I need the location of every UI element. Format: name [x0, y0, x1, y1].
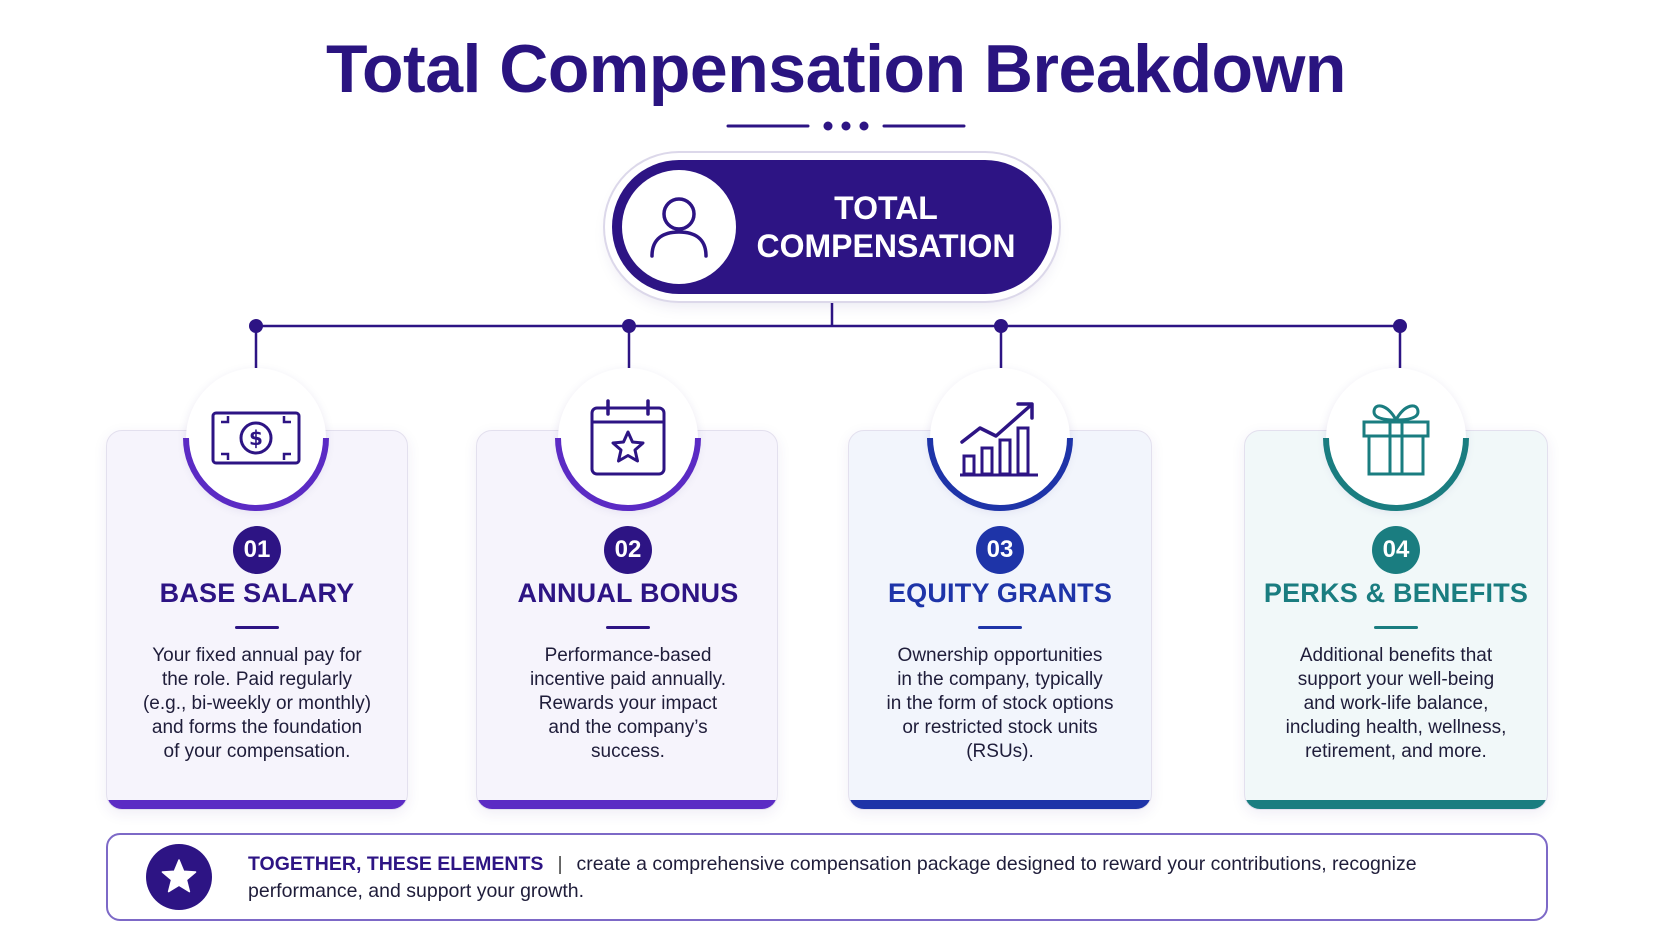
badge-perks-benefits — [1323, 368, 1469, 511]
card-title: PERKS & BENEFITS — [1263, 578, 1529, 608]
number-badge: 03 — [976, 526, 1024, 574]
summary-banner: TOGETHER, THESE ELEMENTS | create a compre… — [106, 833, 1548, 921]
card-accent-bar — [107, 800, 407, 809]
card-description: Performance-based incentive paid annuall… — [529, 645, 727, 762]
title-underline — [1374, 626, 1418, 629]
card-description: Ownership opportunities in the company, … — [886, 645, 1114, 762]
number-badge: 01 — [233, 526, 281, 574]
root-label: TOTAL COMPENSATION — [756, 190, 1016, 264]
title-underline — [978, 626, 1022, 629]
growth-chart-icon — [960, 402, 1038, 477]
badge-ring — [1323, 437, 1469, 511]
badge-base-salary: $ — [183, 368, 329, 511]
summary-lead: TOGETHER, THESE ELEMENTS — [248, 853, 544, 875]
card-description: Additional benefits that support your we… — [1285, 645, 1507, 762]
card-description: Your fixed annual pay for the role. Paid… — [142, 645, 372, 762]
title-underline — [606, 626, 650, 629]
card-title: EQUITY GRANTS — [887, 578, 1113, 608]
star-icon — [161, 859, 197, 893]
root-node-total-compensation: TOTAL COMPENSATION — [612, 160, 1052, 294]
card-title: BASE SALARY — [159, 578, 355, 608]
badge-ring — [927, 437, 1073, 511]
page-title: Total Compensation Breakdown — [326, 31, 1346, 107]
title-underline — [235, 626, 279, 629]
summary-text: TOGETHER, THESE ELEMENTS | create a compre… — [248, 851, 1528, 905]
title-divider — [726, 121, 966, 131]
card-accent-bar — [477, 800, 777, 809]
star-badge — [146, 844, 212, 910]
badge-annual-bonus — [555, 368, 701, 511]
number-badge: 04 — [1372, 526, 1420, 574]
calendar-star-icon — [590, 399, 666, 476]
number-badge: 02 — [604, 526, 652, 574]
badge-ring — [183, 437, 329, 511]
badge-ring — [555, 437, 701, 511]
summary-body: create a comprehensive compensation pack… — [248, 853, 1417, 902]
money-bill-icon: $ — [211, 411, 301, 465]
summary-separator: | — [557, 853, 563, 875]
gift-icon — [1362, 404, 1430, 476]
card-title: ANNUAL BONUS — [517, 578, 739, 608]
svg-text:$: $ — [249, 426, 263, 450]
card-accent-bar — [1245, 800, 1547, 809]
badge-equity-grants — [927, 368, 1073, 511]
user-icon — [650, 197, 708, 258]
card-accent-bar — [849, 800, 1151, 809]
root-avatar — [622, 170, 736, 284]
